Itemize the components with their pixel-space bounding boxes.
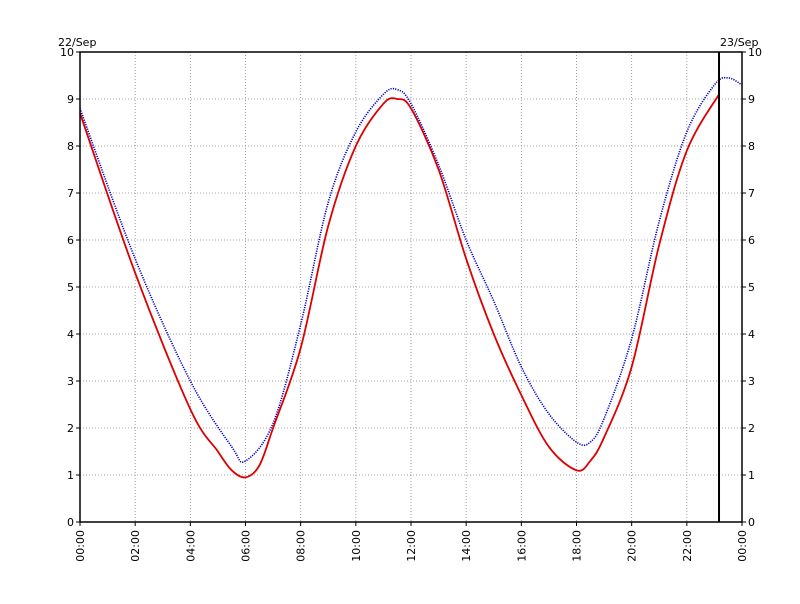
y-tick-label: 7	[67, 187, 74, 200]
y-tick-label: 5	[67, 281, 74, 294]
y-tick-label: 1	[67, 469, 74, 482]
x-axis: 00:00 02:00 04:00 06:00 08:00 10:00 12:00 14:00…	[74, 522, 749, 562]
x-tick-label: 08:00	[295, 530, 308, 562]
series-line-0	[80, 78, 742, 463]
x-tick-label: 12:00	[405, 530, 418, 562]
y-tick-label: 9	[748, 93, 755, 106]
date-start-label: 22/Sep	[58, 36, 96, 49]
y-tick-label: 8	[67, 140, 74, 153]
y-tick-label: 2	[67, 422, 74, 435]
x-tick-label: 00:00	[736, 530, 749, 562]
x-tick-label: 00:00	[74, 530, 87, 562]
y-tick-label: 9	[67, 93, 74, 106]
y-tick-label: 6	[67, 234, 74, 247]
series-line-1	[80, 94, 719, 477]
x-tick-label: 06:00	[240, 530, 253, 562]
y-tick-label: 6	[748, 234, 755, 247]
x-tick-label: 16:00	[515, 530, 528, 562]
x-tick-label: 20:00	[626, 530, 639, 562]
y-tick-label: 7	[748, 187, 755, 200]
x-tick-label: 22:00	[681, 530, 694, 562]
x-tick-label: 14:00	[460, 530, 473, 562]
y-tick-label: 2	[748, 422, 755, 435]
x-tick-label: 02:00	[129, 530, 142, 562]
y-tick-label: 3	[67, 375, 74, 388]
y-tick-label: 3	[748, 375, 755, 388]
y-tick-label: 4	[67, 328, 74, 341]
x-tick-label: 04:00	[184, 530, 197, 562]
y-tick-label: 0	[748, 516, 755, 529]
y-tick-label: 4	[748, 328, 755, 341]
y-tick-label: 5	[748, 281, 755, 294]
y-tick-label: 1	[748, 469, 755, 482]
y-tick-label: 8	[748, 140, 755, 153]
date-end-label: 23/Sep	[720, 36, 758, 49]
x-tick-label: 10:00	[350, 530, 363, 562]
x-tick-label: 18:00	[571, 530, 584, 562]
grid	[80, 52, 742, 522]
y-tick-label: 0	[67, 516, 74, 529]
